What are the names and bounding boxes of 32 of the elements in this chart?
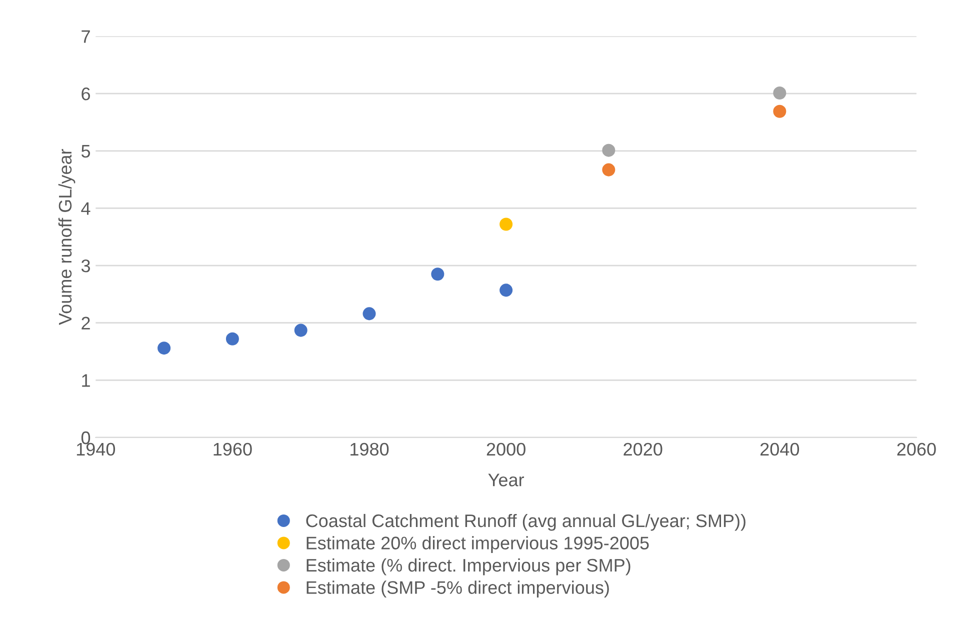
y-tick-label: 2 — [82, 316, 90, 330]
point — [773, 104, 786, 118]
point — [773, 86, 786, 100]
x-tick-label: 1940 — [76, 442, 116, 456]
point — [500, 284, 513, 297]
point — [431, 268, 444, 281]
point — [602, 163, 616, 176]
x-tick-label: 2000 — [486, 442, 526, 456]
x-axis-title: Year — [488, 474, 524, 486]
y-tick-label: 0 — [81, 431, 90, 444]
point — [226, 332, 239, 346]
point — [294, 324, 308, 337]
point — [500, 218, 513, 231]
legend-label: Estimate (SMP -5% direct impervious) — [306, 580, 609, 598]
point — [158, 342, 171, 355]
point — [602, 144, 616, 157]
y-tick-label: 3 — [81, 259, 90, 272]
legend-label: Coastal Catchment Runoff (avg annual GL/year; SMP)) — [306, 514, 746, 531]
legend-label: Estimate 20% direct impervious 1995-2005 — [306, 536, 649, 554]
x-tick-label: 2060 — [897, 442, 936, 456]
legend-label: Estimate (% direct. Impervious per SMP) — [306, 558, 630, 576]
y-tick-label: 5 — [81, 145, 90, 158]
x-tick-label: 2040 — [760, 442, 800, 456]
point — [362, 307, 376, 320]
y-tick-label: 7 — [82, 30, 90, 43]
x-tick-label: 1980 — [350, 442, 389, 456]
x-tick-label: 1960 — [214, 442, 252, 456]
y-tick-label: 6 — [82, 88, 90, 100]
y-tick-label: 4 — [81, 202, 90, 215]
y-tick-label: 1 — [82, 374, 90, 387]
x-tick-label: 2020 — [624, 442, 662, 456]
y-axis-title: Voume runoff GL/year — [58, 149, 76, 325]
